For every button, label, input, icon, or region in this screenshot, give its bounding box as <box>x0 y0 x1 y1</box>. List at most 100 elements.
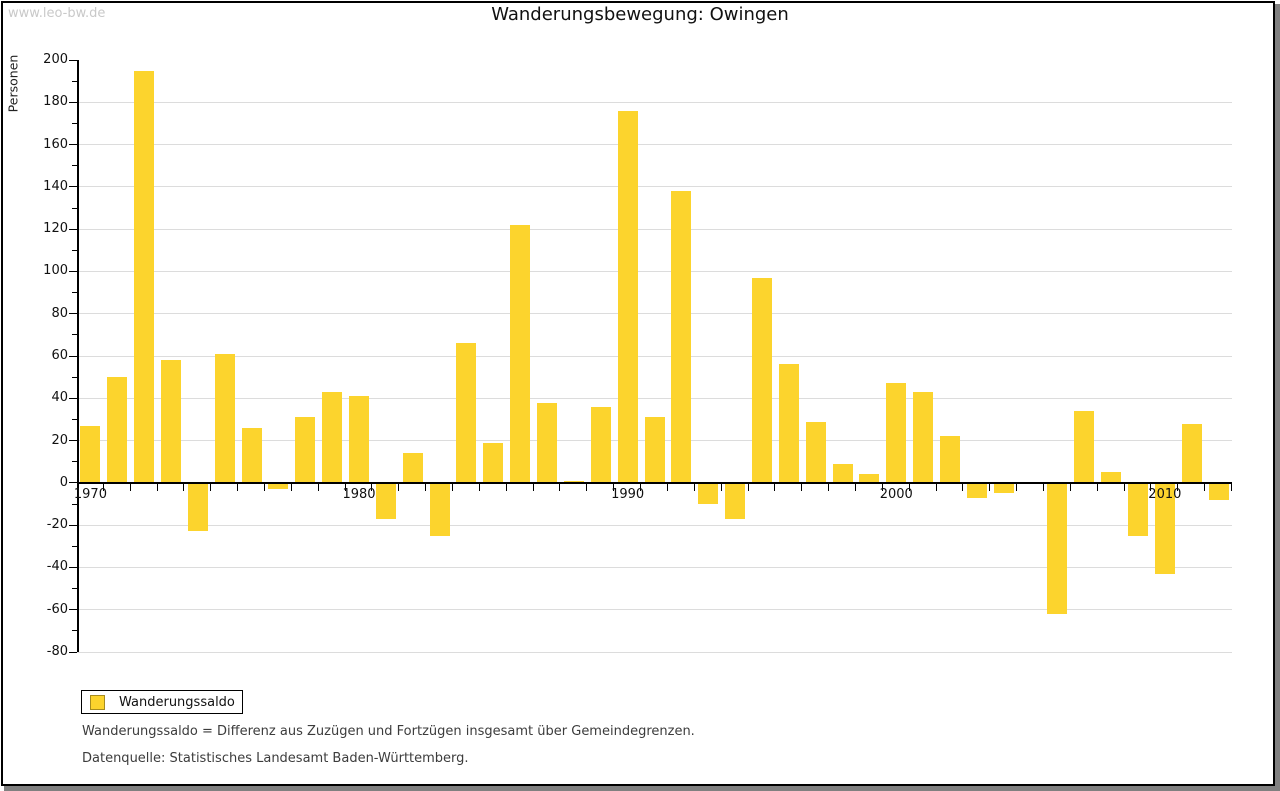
y-tick-80 <box>69 313 77 315</box>
x-label-1990: 1990 <box>611 486 645 502</box>
y-label-80: 80 <box>51 305 68 321</box>
bar-1977 <box>268 482 289 490</box>
x-tick <box>1150 483 1152 491</box>
x-tick <box>210 483 212 491</box>
x-tick <box>344 483 346 491</box>
x-label-2000: 2000 <box>879 486 913 502</box>
x-tick <box>478 483 480 491</box>
y-tick--80 <box>69 651 77 653</box>
y-label--60: -60 <box>46 601 68 617</box>
x-tick <box>183 483 185 491</box>
bar-2012 <box>1208 482 1229 500</box>
x-tick <box>425 483 427 491</box>
bar-1976 <box>241 427 262 483</box>
bar-1987 <box>537 402 558 483</box>
y-label-160: 160 <box>43 136 68 152</box>
y-tick-180 <box>69 101 77 103</box>
x-tick <box>1069 483 1071 491</box>
y-minor-tick-70 <box>72 334 77 336</box>
y-minor-tick-130 <box>72 207 77 209</box>
y-tick--60 <box>69 609 77 611</box>
x-label-1970: 1970 <box>73 486 107 502</box>
x-tick <box>881 483 883 491</box>
y-minor-tick-10 <box>72 461 77 463</box>
y-tick-140 <box>69 186 77 188</box>
x-tick <box>290 483 292 491</box>
bar-1990 <box>617 110 638 483</box>
bar-1972 <box>134 70 155 483</box>
bar-2004 <box>993 482 1014 494</box>
y-minor-tick-170 <box>72 122 77 124</box>
y-axis-line <box>77 60 79 652</box>
y-minor-tick-150 <box>72 165 77 167</box>
bar-1991 <box>644 417 665 483</box>
bar-1986 <box>510 224 531 483</box>
bar-1988 <box>563 480 584 483</box>
bar-2011 <box>1181 423 1202 483</box>
x-tick <box>264 483 266 491</box>
x-tick <box>1231 483 1232 491</box>
footnote-source: Datenquelle: Statistisches Landesamt Bad… <box>82 751 469 766</box>
bar-1982 <box>402 453 423 483</box>
y-axis-title: Personen <box>5 54 21 113</box>
legend: Wanderungssaldo <box>81 690 243 714</box>
gridline--60 <box>77 609 1232 611</box>
x-tick <box>720 483 722 491</box>
x-label-2010: 2010 <box>1148 486 1182 502</box>
x-tick <box>801 483 803 491</box>
page-title: Wanderungsbewegung: Owingen <box>491 4 789 25</box>
legend-swatch-icon <box>90 694 105 710</box>
y-tick-100 <box>69 270 77 272</box>
x-tick <box>962 483 964 491</box>
bar-1974 <box>187 482 208 532</box>
x-tick <box>640 483 642 491</box>
bar-1997 <box>805 421 826 483</box>
y-label-20: 20 <box>51 432 68 448</box>
bar-1993 <box>698 482 719 504</box>
bar-2000 <box>886 383 907 483</box>
gridline--20 <box>77 524 1232 526</box>
y-tick--40 <box>69 566 77 568</box>
footnote-definition: Wanderungssaldo = Differenz aus Zuzügen … <box>82 724 695 739</box>
y-label--40: -40 <box>46 559 68 575</box>
x-tick <box>1016 483 1018 491</box>
bar-1980 <box>349 396 370 483</box>
y-label--80: -80 <box>46 644 68 659</box>
gridline-40 <box>77 397 1232 399</box>
y-tick-40 <box>69 397 77 399</box>
x-tick <box>828 483 830 491</box>
x-tick <box>156 483 158 491</box>
x-tick <box>129 483 131 491</box>
bar-1981 <box>375 482 396 519</box>
x-tick <box>586 483 588 491</box>
watermark: www.leo-bw.de <box>8 6 106 21</box>
x-tick <box>693 483 695 491</box>
bar-2007 <box>1074 410 1095 483</box>
x-tick <box>1123 483 1125 491</box>
x-tick <box>559 483 561 491</box>
gridline--40 <box>77 566 1232 568</box>
x-tick <box>774 483 776 491</box>
gridline-120 <box>77 228 1232 230</box>
frame-shadow-right <box>1275 4 1280 791</box>
x-tick <box>452 483 454 491</box>
x-tick <box>102 483 104 491</box>
bar-1975 <box>214 353 235 483</box>
x-tick <box>237 483 239 491</box>
x-tick <box>532 483 534 491</box>
x-label-1980: 1980 <box>342 486 376 502</box>
y-label-200: 200 <box>43 52 68 67</box>
gridline-80 <box>77 313 1232 315</box>
y-minor-tick-50 <box>72 376 77 378</box>
x-axis-line <box>77 481 1232 484</box>
y-minor-tick--30 <box>72 545 77 547</box>
gridline--80 <box>77 651 1232 653</box>
y-minor-tick-90 <box>72 292 77 294</box>
x-tick <box>505 483 507 491</box>
bar-1989 <box>590 406 611 483</box>
y-minor-tick--10 <box>72 503 77 505</box>
gridline-100 <box>77 270 1232 272</box>
bar-2002 <box>939 436 960 483</box>
bar-1992 <box>671 191 692 483</box>
y-tick-20 <box>69 440 77 442</box>
